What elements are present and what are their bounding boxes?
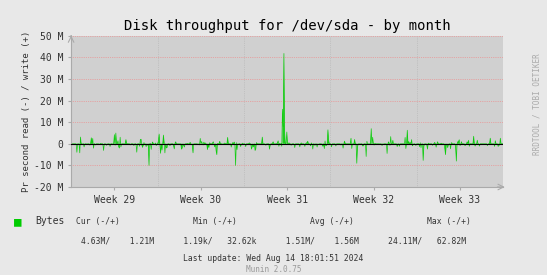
Text: 4.63M/    1.21M      1.19k/   32.62k      1.51M/    1.56M      24.11M/   62.82M: 4.63M/ 1.21M 1.19k/ 32.62k 1.51M/ 1.56M … <box>81 236 466 245</box>
Y-axis label: Pr second read (-) / write (+): Pr second read (-) / write (+) <box>22 31 31 192</box>
Text: RRDTOOL / TOBI OETIKER: RRDTOOL / TOBI OETIKER <box>533 54 542 155</box>
Text: ■: ■ <box>14 215 21 228</box>
Title: Disk throughput for /dev/sda - by month: Disk throughput for /dev/sda - by month <box>124 19 451 33</box>
Text: Bytes: Bytes <box>36 216 65 226</box>
Text: Cur (-/+)               Min (-/+)               Avg (-/+)               Max (-/+: Cur (-/+) Min (-/+) Avg (-/+) Max (-/+ <box>76 217 471 226</box>
Text: Munin 2.0.75: Munin 2.0.75 <box>246 265 301 274</box>
Text: Last update: Wed Aug 14 18:01:51 2024: Last update: Wed Aug 14 18:01:51 2024 <box>183 254 364 263</box>
